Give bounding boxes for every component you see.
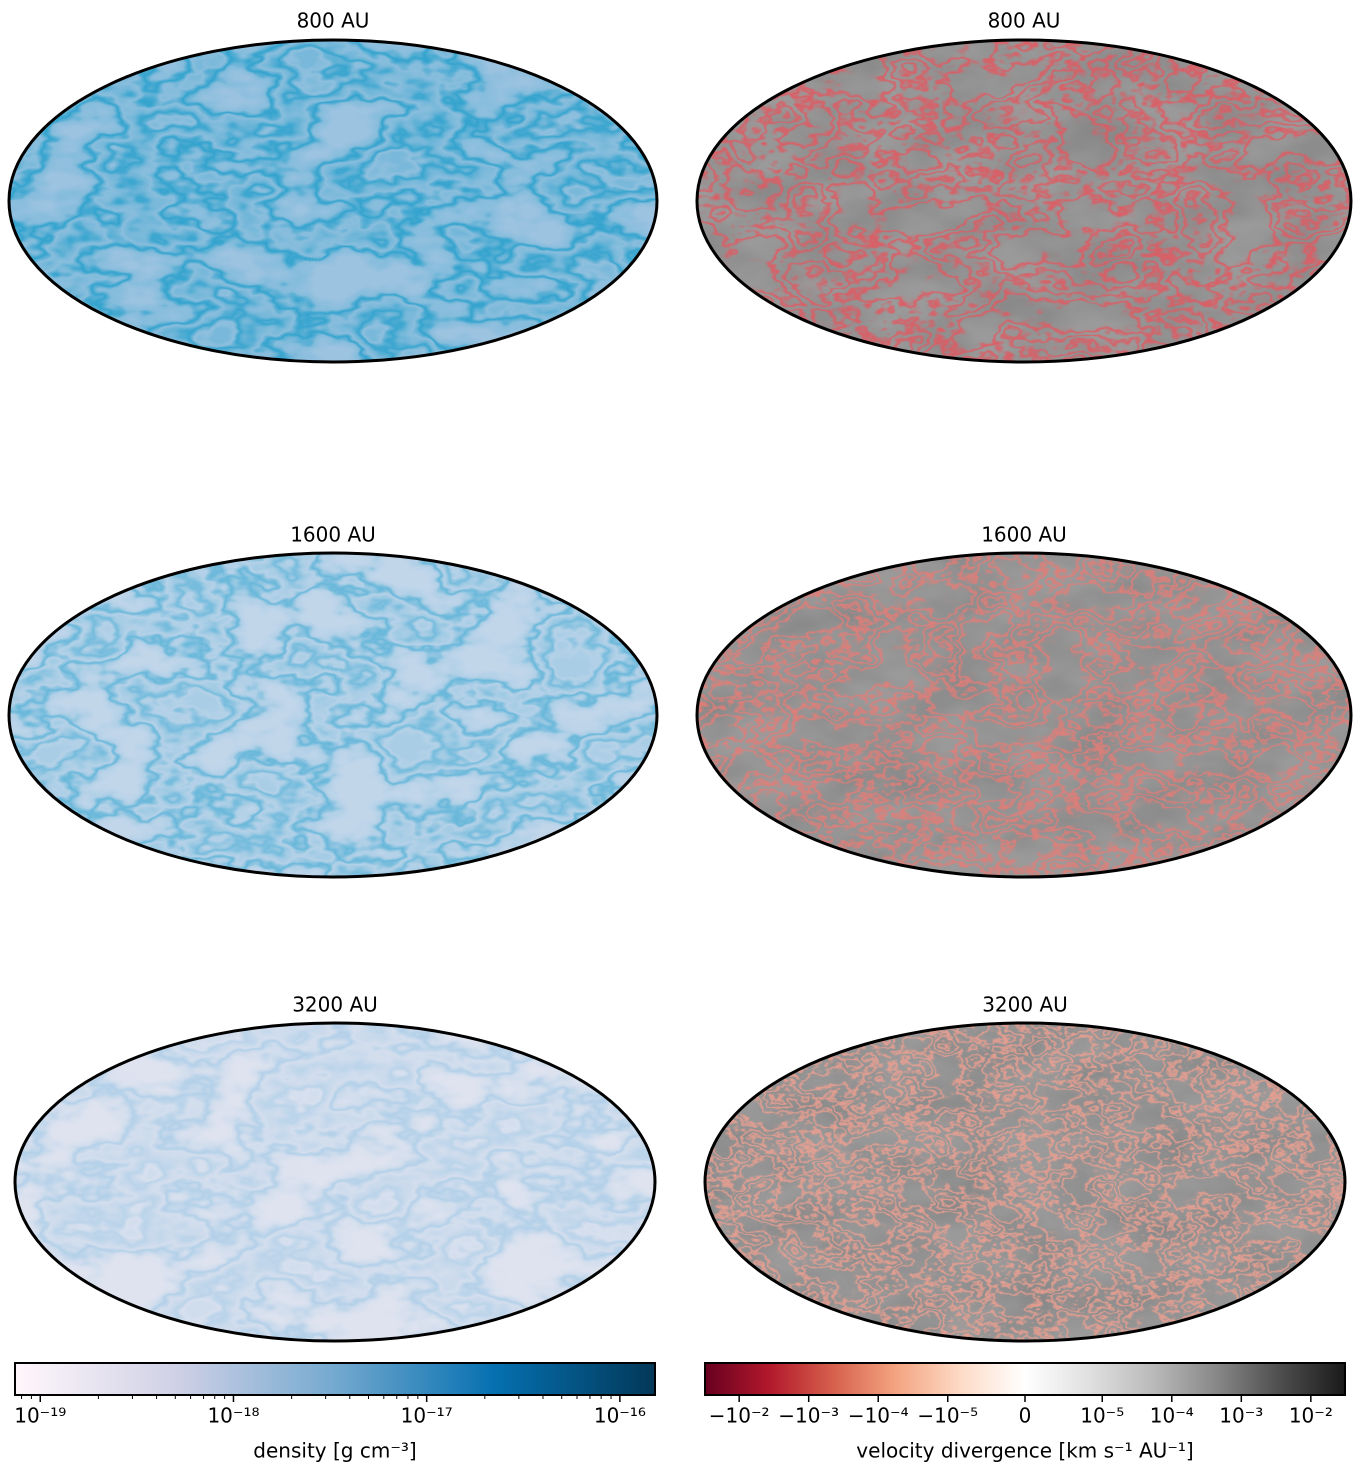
panel-title: 1600 AU xyxy=(981,523,1067,547)
panel-title: 3200 AU xyxy=(982,993,1068,1017)
tick-label: 10⁻¹⁹ xyxy=(14,1404,66,1428)
panel-title: 800 AU xyxy=(297,9,370,33)
map-panel xyxy=(9,553,657,877)
tick-label: −10⁻² xyxy=(709,1404,770,1428)
map-panel xyxy=(697,553,1351,877)
tick-label: 10⁻⁴ xyxy=(1150,1404,1194,1428)
tick-label: 10⁻¹⁷ xyxy=(401,1404,453,1428)
tick-label: 10⁻³ xyxy=(1219,1404,1263,1428)
map-panel xyxy=(697,40,1351,362)
map-texture xyxy=(9,40,657,362)
tick-label: −10⁻⁵ xyxy=(917,1404,978,1428)
map-texture xyxy=(697,553,1351,877)
tick-label: 10⁻¹⁸ xyxy=(207,1404,259,1428)
map-texture xyxy=(9,553,657,877)
colorbar xyxy=(705,1363,1345,1395)
colorbar-label: velocity divergence [km s⁻¹ AU⁻¹] xyxy=(856,1439,1193,1463)
tick-label: 0 xyxy=(1019,1404,1032,1428)
map-panel xyxy=(9,40,657,362)
panel-title: 1600 AU xyxy=(290,523,376,547)
tick-label: 10⁻² xyxy=(1289,1404,1333,1428)
panel-title: 800 AU xyxy=(988,9,1061,33)
map-texture xyxy=(705,1023,1345,1341)
colorbar xyxy=(15,1363,655,1395)
figure: 800 AU 800 AU 1600 AU 1600 AU 3200 AU 3200 AU… xyxy=(0,0,1358,1464)
colorbar-label: density [g cm⁻³] xyxy=(253,1439,416,1463)
panel-title: 3200 AU xyxy=(292,993,378,1017)
map-panel xyxy=(15,1023,655,1341)
map-texture xyxy=(15,1023,655,1341)
map-panel xyxy=(705,1023,1345,1341)
tick-label: 10⁻⁵ xyxy=(1080,1404,1124,1428)
map-texture xyxy=(697,40,1351,362)
tick-label: −10⁻³ xyxy=(778,1404,839,1428)
tick-label: −10⁻⁴ xyxy=(848,1404,909,1428)
tick-label: 10⁻¹⁶ xyxy=(594,1404,646,1428)
